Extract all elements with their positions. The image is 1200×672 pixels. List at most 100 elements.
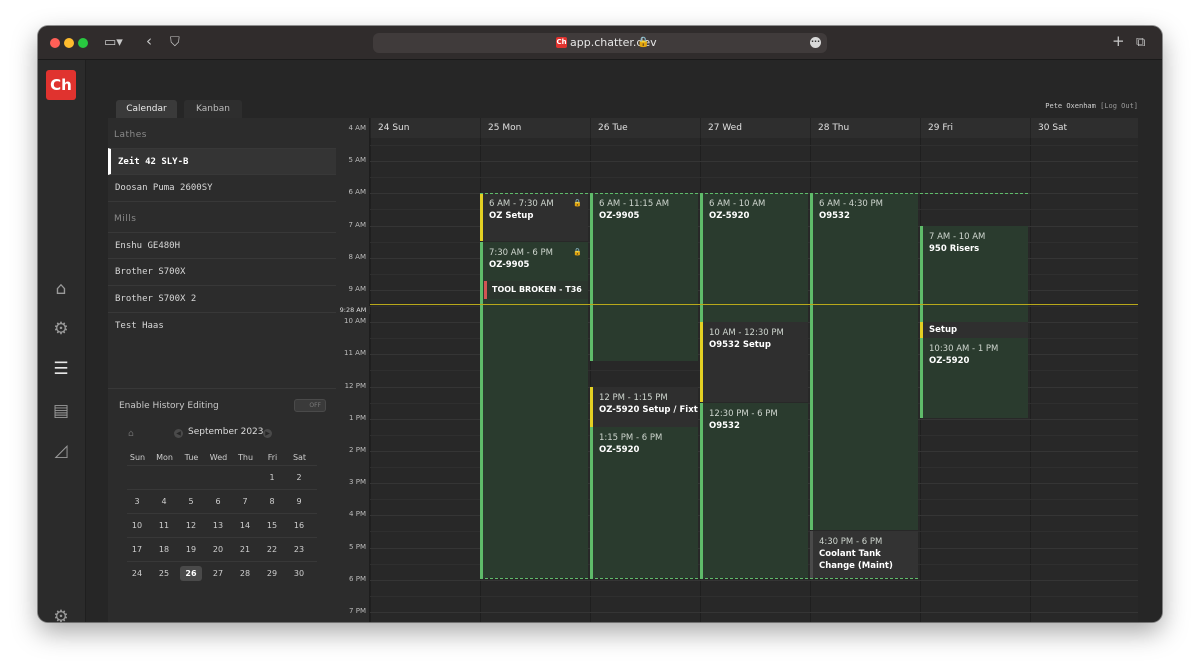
home-icon[interactable]: ⌂ xyxy=(55,279,67,299)
machine-item-test-haas[interactable]: Test Haas xyxy=(115,321,164,331)
mini-calendar-day[interactable]: 6 xyxy=(215,497,221,506)
machine-item-zeit[interactable]: Zeit 42 SLY-B xyxy=(108,148,336,175)
weekday-label: Fri xyxy=(267,453,278,462)
mini-calendar-day[interactable]: 19 xyxy=(185,545,197,554)
new-tab-icon[interactable]: + xyxy=(1112,32,1125,50)
event-name: Coolant Tank Change (Maint) xyxy=(819,549,893,571)
mini-calendar-day[interactable]: 21 xyxy=(239,545,251,554)
event-oz-5920-fri[interactable]: 10:30 AM - 1 PM OZ-5920 xyxy=(920,338,1028,418)
mini-calendar-day[interactable]: 18 xyxy=(158,545,170,554)
mini-calendar-day[interactable]: 29 xyxy=(266,569,278,578)
mini-calendar-day[interactable]: 17 xyxy=(131,545,143,554)
event-o9532-setup[interactable]: 10 AM - 12:30 PM O9532 Setup xyxy=(700,322,808,402)
tab-calendar[interactable]: Calendar xyxy=(116,100,177,118)
mini-calendar-day[interactable]: 8 xyxy=(269,497,275,506)
event-oz-5920-setup[interactable]: 12 PM - 1:15 PM OZ-5920 Setup / Fixt xyxy=(590,387,698,427)
app-logo[interactable]: Ch xyxy=(46,70,76,100)
calendar-home-icon[interactable]: ⌂ xyxy=(128,429,134,439)
layers-icon[interactable]: ☰ xyxy=(53,359,69,379)
day-column-divider xyxy=(590,138,591,622)
event-time: 4:30 PM - 6 PM xyxy=(819,537,883,547)
tool-broken-alert[interactable]: TOOL BROKEN - T36 xyxy=(484,281,588,299)
mini-calendar-day[interactable]: 5 xyxy=(188,497,194,506)
machine-item-enshu[interactable]: Enshu GE480H xyxy=(108,232,336,259)
machine-item-doosan[interactable]: Doosan Puma 2600SY xyxy=(108,175,336,202)
mini-calendar-day[interactable]: 4 xyxy=(161,497,167,506)
mini-calendar-day[interactable]: 2 xyxy=(296,473,302,482)
prev-month-button[interactable]: ◀ xyxy=(174,429,183,438)
day-header[interactable]: 27 Wed xyxy=(700,118,810,138)
week-calendar: 24 Sun 25 Mon 26 Tue 27 Wed 28 Thu 29 Fri 30 S… xyxy=(336,118,1138,622)
event-name: O9532 xyxy=(819,211,850,221)
mini-calendar-day[interactable]: 15 xyxy=(266,521,278,530)
mini-calendar-day[interactable]: 14 xyxy=(239,521,251,530)
settings-icon[interactable]: ⚙ xyxy=(53,607,69,622)
mini-calendar-day[interactable]: 11 xyxy=(158,521,170,530)
event-oz-5920-tue[interactable]: 1:15 PM - 6 PM OZ-5920 xyxy=(590,427,698,578)
event-name: OZ-9905 xyxy=(489,260,530,270)
day-header[interactable]: 28 Thu xyxy=(810,118,920,138)
logout-link[interactable]: [Log Out] xyxy=(1100,102,1138,110)
mini-calendar-day[interactable]: 20 xyxy=(212,545,224,554)
mini-calendar-day[interactable]: 7 xyxy=(242,497,248,506)
app-content: Calendar Kanban Pete Oxenham [Log Out] L… xyxy=(86,60,1162,622)
group-label-mills: Mills xyxy=(114,214,137,224)
zoom-window-button[interactable] xyxy=(78,38,88,48)
more-icon[interactable]: ··· xyxy=(810,37,821,48)
hour-gridline xyxy=(370,580,1138,581)
mini-calendar-day[interactable]: 1 xyxy=(269,473,275,482)
address-bar[interactable]: Ch app.chatter.dev 🔒 ··· xyxy=(373,33,827,53)
mini-calendar-row-line xyxy=(127,561,317,562)
day-header[interactable]: 30 Sat xyxy=(1030,118,1138,138)
machine-sensor-icon[interactable]: ⚙ xyxy=(53,319,69,339)
mini-calendar-month: September 2023 xyxy=(188,427,264,437)
event-oz-setup[interactable]: 6 AM - 7:30 AM OZ Setup 🔒 xyxy=(480,193,588,241)
back-icon[interactable]: ‹ xyxy=(146,32,152,50)
mini-calendar-row-line xyxy=(127,489,317,490)
event-oz-5920-wed[interactable]: 6 AM - 10 AM OZ-5920 xyxy=(700,193,808,322)
machine-item-brother[interactable]: Brother S700X xyxy=(108,259,336,286)
day-header[interactable]: 26 Tue xyxy=(590,118,700,138)
mini-calendar-day[interactable]: 28 xyxy=(239,569,251,578)
history-editing-toggle[interactable]: OFF xyxy=(294,399,326,412)
document-icon[interactable]: ▤ xyxy=(52,401,70,421)
event-o9532-thu[interactable]: 6 AM - 4:30 PM O9532 xyxy=(810,193,918,530)
event-o9532-wed[interactable]: 12:30 PM - 6 PM O9532 xyxy=(700,403,808,578)
event-name: OZ Setup xyxy=(489,211,534,221)
mini-calendar-day[interactable]: 22 xyxy=(266,545,278,554)
mini-calendar-day[interactable]: 27 xyxy=(212,569,224,578)
event-setup-fri[interactable]: Setup xyxy=(920,322,1028,338)
mini-calendar-day[interactable]: 10 xyxy=(131,521,143,530)
day-column-divider xyxy=(370,138,371,622)
event-name: Setup xyxy=(929,325,958,335)
event-time: 1:15 PM - 6 PM xyxy=(599,433,663,443)
day-header[interactable]: 25 Mon xyxy=(480,118,590,138)
mini-calendar-day[interactable]: 26 xyxy=(180,566,202,581)
mini-calendar-day[interactable]: 30 xyxy=(293,569,305,578)
day-header[interactable]: 29 Fri xyxy=(920,118,1030,138)
close-window-button[interactable] xyxy=(50,38,60,48)
mini-calendar-day[interactable]: 23 xyxy=(293,545,305,554)
day-column-divider xyxy=(1030,138,1031,622)
mini-calendar-day[interactable]: 16 xyxy=(293,521,305,530)
tab-kanban[interactable]: Kanban xyxy=(184,100,242,118)
mini-calendar-day[interactable]: 13 xyxy=(212,521,224,530)
mini-calendar-day[interactable]: 12 xyxy=(185,521,197,530)
sidebar-toggle-icon[interactable]: ▭▾ xyxy=(104,35,123,50)
event-coolant-maint[interactable]: 4:30 PM - 6 PM Coolant Tank Change (Main… xyxy=(810,531,918,578)
day-header[interactable]: 24 Sun xyxy=(370,118,480,138)
mini-calendar-day[interactable]: 25 xyxy=(158,569,170,578)
shield-icon[interactable]: ⛉ xyxy=(170,35,180,50)
minimize-window-button[interactable] xyxy=(64,38,74,48)
mini-calendar-day[interactable]: 3 xyxy=(134,497,140,506)
mini-calendar-day[interactable]: 24 xyxy=(131,569,143,578)
mini-calendar-day[interactable]: 9 xyxy=(296,497,302,506)
browser-window: ▭▾ ‹ ⛉ Ch app.chatter.dev 🔒 ··· + ⧉ Ch ⌂… xyxy=(38,26,1162,622)
next-month-button[interactable]: ▶ xyxy=(263,429,272,438)
event-name: OZ-5920 Setup / Fixt xyxy=(599,405,698,415)
tab-overview-icon[interactable]: ⧉ xyxy=(1136,35,1146,50)
machine-item-brother-2[interactable]: Brother S700X 2 xyxy=(108,286,336,313)
event-oz-9905-tue[interactable]: 6 AM - 11:15 AM OZ-9905 xyxy=(590,193,698,361)
event-950-risers[interactable]: 7 AM - 10 AM 950 Risers xyxy=(920,226,1028,322)
chart-icon[interactable]: ◿ xyxy=(54,441,68,461)
